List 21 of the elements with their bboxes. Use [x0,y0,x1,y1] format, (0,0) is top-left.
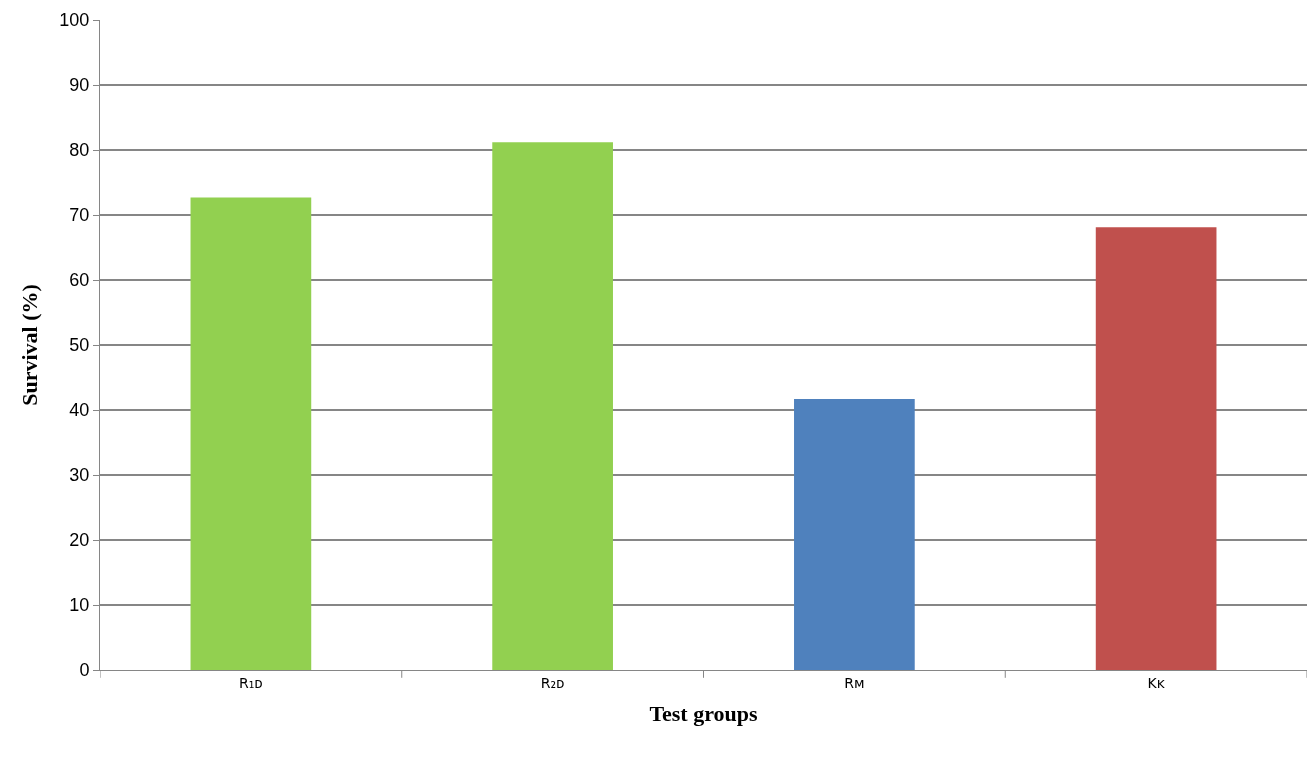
y-axis-title: Survival (%) [17,284,43,406]
y-tick-label: 20 [69,530,90,551]
bar [190,197,312,670]
y-tick-label: 40 [69,400,90,421]
y-tick-label: 90 [69,75,90,96]
y-tick-label: 50 [69,335,90,356]
y-tick-label: 60 [69,270,90,291]
y-tick-label: 30 [69,465,90,486]
x-tick-label: Kᴋ [1147,674,1166,691]
bar [492,142,613,670]
x-tick-label: R₂ᴅ [540,674,565,691]
x-axis-title: Test groups [649,700,759,726]
x-tick-label: Rᴍ [844,674,865,691]
y-tick-label: 80 [69,140,90,161]
bar [794,398,915,670]
x-tick-label: R₁ᴅ [238,674,263,691]
y-tick-label: 10 [69,595,90,616]
y-tick-label: 70 [69,205,90,226]
bar [1095,227,1217,670]
y-tick-label: 100 [59,10,90,31]
y-tick-label: 0 [79,660,90,681]
